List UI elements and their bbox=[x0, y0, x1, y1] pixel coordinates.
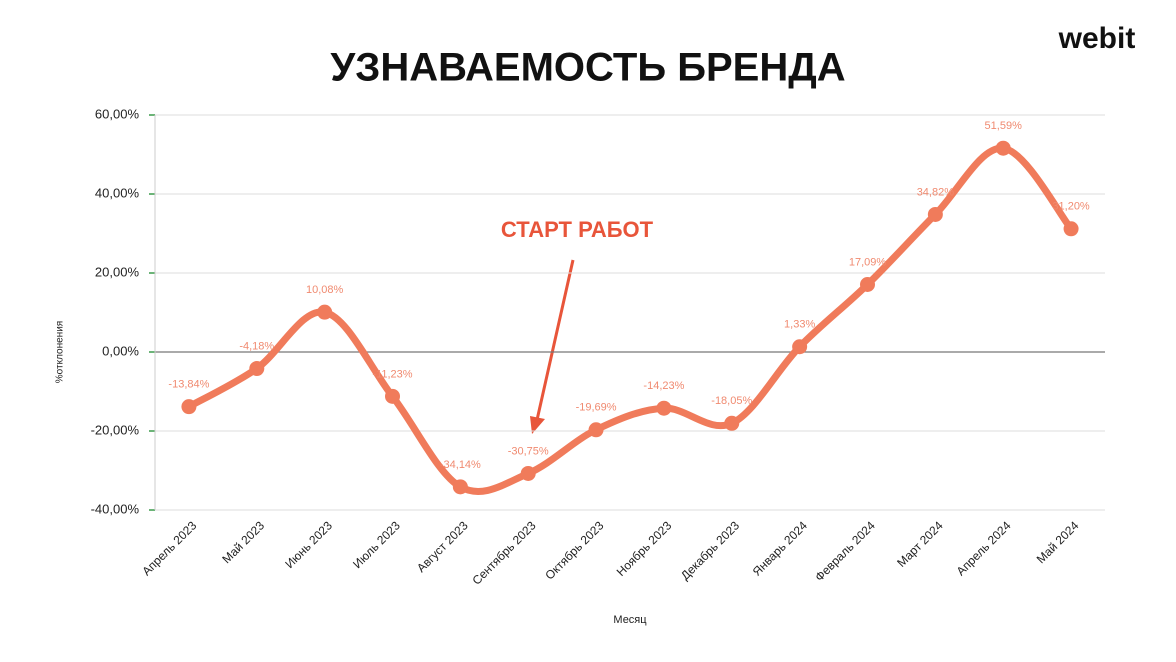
point bbox=[656, 400, 672, 416]
y-tick-label: 0,00% bbox=[102, 343, 139, 358]
point bbox=[927, 206, 943, 222]
value-label: 17,09% bbox=[849, 256, 887, 268]
point bbox=[588, 422, 604, 438]
value-label: 34,82% bbox=[917, 186, 955, 198]
line bbox=[185, 144, 1075, 495]
x-tick-label: Апрель 2024 bbox=[954, 518, 1014, 578]
y-axis-label: %отклонения bbox=[55, 321, 66, 383]
value-label: 51,59% bbox=[985, 120, 1023, 132]
point bbox=[249, 361, 265, 377]
y-tick-label: 20,00% bbox=[95, 264, 140, 279]
y-tick-label: 40,00% bbox=[95, 185, 140, 200]
point bbox=[1063, 221, 1079, 237]
x-tick-label: Апрель 2023 bbox=[139, 518, 199, 578]
y-tick-label: 60,00% bbox=[95, 106, 140, 121]
point bbox=[181, 399, 197, 415]
value-label: 31,20% bbox=[1052, 201, 1090, 213]
annotation-arrowhead bbox=[530, 416, 545, 434]
value-label: -30,75% bbox=[508, 445, 549, 457]
x-tick-label: Июнь 2023 bbox=[282, 518, 335, 571]
value-label: -19,69% bbox=[576, 402, 617, 414]
y-tick-label: -20,00% bbox=[91, 422, 140, 437]
chart-title: УЗНАВАЕМОСТЬ БРЕНДА bbox=[330, 46, 845, 90]
point bbox=[860, 276, 875, 292]
value-label: -18,05% bbox=[711, 395, 752, 407]
x-tick-label: Август 2023 bbox=[414, 518, 471, 575]
value-label: -34,14% bbox=[440, 459, 481, 471]
point bbox=[520, 465, 536, 481]
annotation-arrow bbox=[535, 259, 575, 421]
point bbox=[317, 304, 333, 320]
x-tick-label: Май 2024 bbox=[1034, 518, 1082, 566]
point bbox=[792, 339, 808, 355]
x-tick-label: Январь 2024 bbox=[750, 518, 810, 578]
brand-logo: webit bbox=[1058, 22, 1136, 55]
x-tick-label: Май 2023 bbox=[219, 518, 267, 566]
value-label: 1,33% bbox=[784, 319, 815, 331]
value-label: 10,08% bbox=[306, 284, 344, 296]
x-tick-label: Ноябрь 2023 bbox=[614, 518, 675, 579]
x-tick-label: Декабрь 2023 bbox=[678, 518, 742, 582]
value-label: -4,18% bbox=[239, 340, 274, 352]
point bbox=[385, 388, 400, 404]
value-label: -11,23% bbox=[372, 368, 412, 380]
x-axis-label: Месяц bbox=[613, 614, 647, 626]
value-label: -13,84% bbox=[168, 379, 209, 391]
x-tick-label: Март 2024 bbox=[894, 518, 946, 570]
x-tick-label: Сентябрь 2023 bbox=[469, 518, 538, 587]
x-tick-label: Февраль 2024 bbox=[812, 518, 878, 584]
point bbox=[724, 415, 740, 431]
y-tick-label: -40,00% bbox=[91, 501, 140, 516]
point bbox=[995, 140, 1011, 156]
x-tick-label: Октябрь 2023 bbox=[542, 518, 606, 582]
point bbox=[452, 479, 468, 495]
x-tick-label: Июль 2023 bbox=[350, 518, 403, 571]
annotation: СТАРТ РАБОТ bbox=[501, 217, 654, 242]
value-label: -14,23% bbox=[643, 380, 684, 392]
